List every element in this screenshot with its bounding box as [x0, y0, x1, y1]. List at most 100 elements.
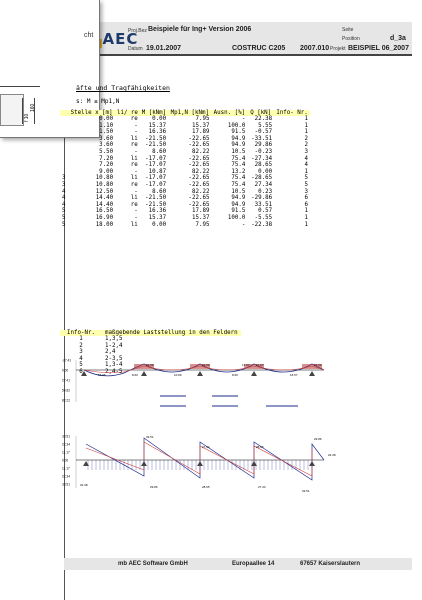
table-cell: 1.10 [68, 123, 115, 130]
table-cell: 4 [60, 195, 68, 202]
table-cell: 3 [274, 189, 310, 196]
table-cell: - [115, 129, 140, 136]
table-cell: 14.40 [68, 202, 115, 209]
table-cell: 15.37 [168, 123, 211, 130]
shear-value-label: 28.65 [202, 485, 210, 489]
table-cell [60, 129, 68, 136]
dimension-line [22, 98, 23, 124]
table-cell: 5.55 [247, 123, 274, 130]
proj-label: Proj.Bez [128, 28, 147, 34]
table-cell: 16.50 [68, 208, 115, 215]
table-cell [60, 116, 68, 123]
table-cell: 10.5 [211, 189, 247, 196]
table-cell: -17.07 [140, 182, 168, 189]
moment-value-label: 16.36 [98, 373, 106, 377]
table-cell [60, 149, 68, 156]
table-cell: 10.80 [68, 175, 115, 182]
axis-tick-label: 22.34 [62, 443, 70, 447]
table-cell: li [115, 156, 140, 163]
table-cell: 5 [274, 175, 310, 182]
moment-value-label: 8.60 [232, 373, 238, 377]
table-cell: 1 [274, 116, 310, 123]
axis-tick-label: 33.51 [62, 435, 70, 439]
table-cell: 4 [274, 156, 310, 163]
moment-value-label: 21.50 [202, 363, 210, 367]
axis-tick-label: 11.17 [62, 451, 70, 455]
table-cell: 82.22 [168, 169, 211, 176]
moment-value-label: 10.80 [174, 373, 182, 377]
footer-address: Europaallee 14 [232, 561, 274, 567]
moment-value-label: 8.60 [132, 373, 138, 377]
table-cell: 7.20 [68, 156, 115, 163]
shear-value-label: 33.51 [302, 489, 310, 493]
table-cell: 1.50 [68, 129, 115, 136]
table-cell: - [115, 208, 140, 215]
table-cell: li [115, 222, 140, 229]
table-cell: -29.86 [247, 195, 274, 202]
table-cell: 16.36 [140, 129, 168, 136]
table-cell: re [115, 162, 140, 169]
table-cell: 1-2,4 [102, 343, 241, 350]
table-cell: 7.95 [168, 222, 211, 229]
table-cell: -22.65 [168, 156, 211, 163]
table-cell: 1 [274, 123, 310, 130]
table-cell: -22.65 [168, 175, 211, 182]
table-cell: -27.34 [247, 156, 274, 163]
table-cell [60, 162, 68, 169]
table-cell: 3 [274, 149, 310, 156]
support-icon [141, 371, 147, 376]
table-row: 3 10.80 re -17.07 -22.65 75.4 27.34 5 [60, 182, 310, 189]
position-value: d_3a [390, 35, 406, 42]
shear-value-label: 29.86 [314, 437, 322, 441]
table-cell: 94.9 [211, 136, 247, 143]
table-row: 7.20 li -17.07 -22.65 75.4 -27.34 4 [60, 156, 310, 163]
axis-tick-label: 27.41 [62, 379, 70, 383]
table-cell: re [115, 202, 140, 209]
table-cell: 100.0 [211, 215, 247, 222]
col-header: maßgebende Laststellung in den Feldern [102, 330, 241, 336]
table-cell: 22.38 [247, 116, 274, 123]
table-cell: -22.65 [168, 202, 211, 209]
dimension-label: 160 [30, 104, 36, 112]
support-icon [141, 461, 147, 466]
table-cell: 75.4 [211, 162, 247, 169]
table-cell: 15.37 [140, 215, 168, 222]
table-cell: 18.00 [68, 222, 115, 229]
table-cell: -5.55 [247, 215, 274, 222]
axis-tick-label: 0.00 [62, 369, 68, 373]
program-name: COSTRUC C205 [232, 45, 285, 52]
table-cell: 8.60 [140, 149, 168, 156]
table-cell: 75.4 [211, 175, 247, 182]
table-cell: 10.87 [140, 169, 168, 176]
table-row: 5 16.50-16.36 17.89 91.5 0.57 1 [60, 208, 310, 215]
table-cell: 13.2 [211, 169, 247, 176]
projekt-label: Projekt [330, 46, 346, 52]
table-cell: - [211, 116, 247, 123]
datum-value: 19.01.2007 [146, 45, 181, 52]
table-cell: 5 [60, 215, 68, 222]
table-cell: 94.9 [211, 202, 247, 209]
axis-tick-label: 33.51 [62, 483, 70, 487]
table-cell: 75.4 [211, 156, 247, 163]
axis-tick-label: 82.22 [62, 399, 70, 403]
table-cell: -17.07 [140, 162, 168, 169]
table-cell: 29.86 [247, 142, 274, 149]
section-title: äfte und Tragfähigkeiten [76, 84, 170, 92]
program-version: 2007.010 [300, 45, 329, 52]
table-cell: -22.38 [247, 222, 274, 229]
table-cell: 0.00 [140, 116, 168, 123]
table-row: 5 18.00 li 0.00 7.95- -22.38 1 [60, 222, 310, 229]
footer-company: mb AEC Software GmbH [118, 561, 188, 567]
table-header-row: Info-Nr. maßgebende Laststellung in den … [60, 330, 241, 336]
shear-curve-envelope [86, 442, 312, 476]
page-footer: mb AEC Software GmbH Europaallee 14 6765… [64, 558, 412, 570]
table-cell: re [115, 142, 140, 149]
table-cell: re [115, 182, 140, 189]
table-cell: 17.89 [168, 208, 211, 215]
table-row: 3 2,4 [60, 349, 241, 356]
dimension-label: f 10 [24, 114, 30, 122]
shear-value-label: 29.86 [150, 485, 158, 489]
table-cell: 0.00 [140, 222, 168, 229]
table-cell: 16.90 [68, 215, 115, 222]
results-table: Stelle x [m] li/ re M [kNm] Mp1,N [kNm] … [60, 110, 310, 228]
